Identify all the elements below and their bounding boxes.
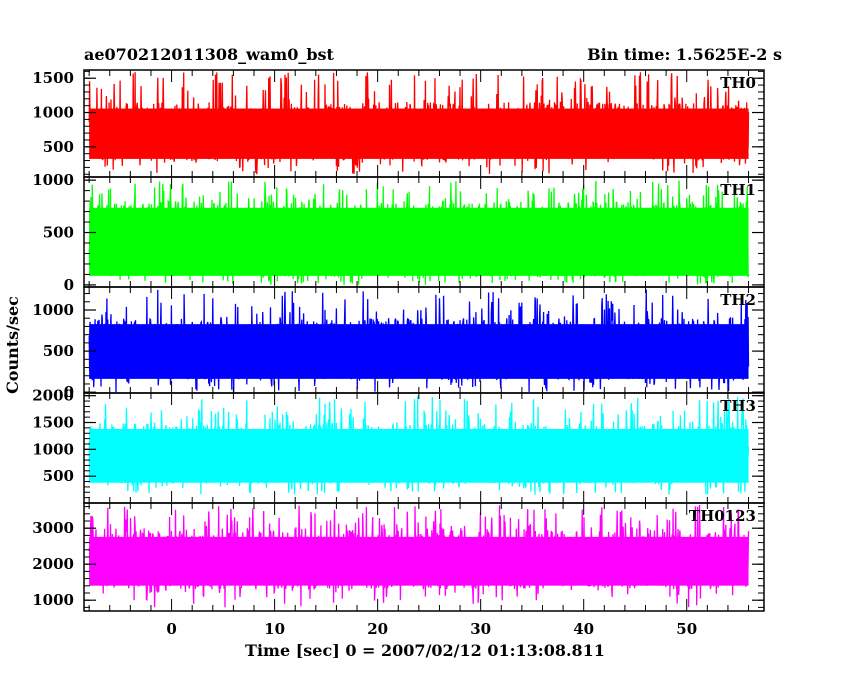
ytick-label: 500 (43, 467, 74, 485)
ytick-label: 1500 (32, 414, 74, 432)
x-axis-label: Time [sec] 0 = 2007/02/12 01:13:08.811 (245, 641, 605, 660)
ytick-label: 2000 (32, 387, 74, 405)
panel-label-th0123: TH0123 (689, 507, 756, 525)
ytick-label: 1000 (32, 440, 74, 458)
panel-th0123: 1000 2000 3000 TH0123 (32, 502, 765, 612)
ytick-label: 0 (64, 276, 74, 294)
panel-label-th3: TH3 (720, 397, 756, 415)
ytick-label: 1000 (32, 104, 74, 122)
panel-th2: 0 500 1000 TH2 (32, 286, 765, 401)
ytick-label: 1000 (32, 591, 74, 609)
panel-label-th2: TH2 (720, 291, 756, 309)
xtick-label: 20 (367, 620, 388, 638)
panel-th3: 500 1000 1500 2000 TH3 (32, 387, 765, 504)
ytick-label: 500 (43, 138, 74, 156)
ytick-label: 1000 (32, 301, 74, 319)
ytick-label: 500 (43, 224, 74, 242)
panel-th0: 500 1000 1500 TH0 (32, 69, 765, 178)
xtick-label: 30 (470, 620, 491, 638)
series-line-th2 (88, 289, 750, 393)
x-axis: 0 10 20 30 40 50 (166, 620, 697, 638)
xtick-label: 50 (676, 620, 697, 638)
panel-label-th1: TH1 (720, 181, 756, 199)
series-line-th3 (88, 395, 750, 495)
ytick-label: 2000 (32, 555, 74, 573)
chart-title: ae070212011308_wam0_bst (84, 45, 335, 64)
panel-th1: 0 500 1000 TH1 (32, 171, 765, 294)
ytick-label: 1000 (32, 171, 74, 189)
series-line-th0 (88, 72, 750, 175)
y-axis-label: Counts/sec (3, 296, 22, 394)
panel-label-th0: TH0 (720, 74, 756, 92)
bin-time-label: Bin time: 1.5625E-2 s (587, 45, 782, 64)
ytick-label: 3000 (32, 519, 74, 537)
panels-group: 500 1000 1500 TH0 0 500 1000 TH1 0 500 1000 TH2 500 1… (32, 69, 765, 612)
xtick-label: 0 (166, 620, 176, 638)
series-line-th0123 (88, 504, 750, 608)
ytick-label: 500 (43, 342, 74, 360)
xtick-label: 10 (264, 620, 285, 638)
ytick-label: 0 (64, 383, 74, 401)
xtick-label: 40 (573, 620, 594, 638)
series-line-th1 (88, 180, 750, 285)
ytick-label: 1500 (32, 69, 74, 87)
